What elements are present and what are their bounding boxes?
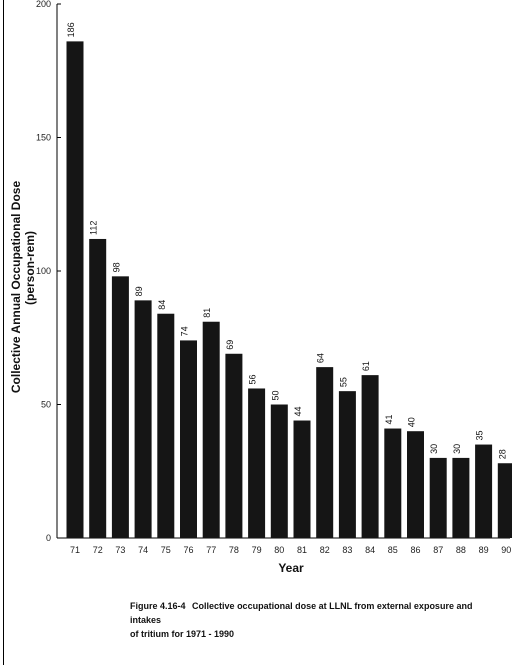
bar [338,391,356,538]
x-tick-label: 80 [274,545,284,555]
bar [497,463,512,538]
x-tick-label: 88 [456,545,466,555]
bar [384,428,402,538]
caption-text-2: of tritium for 1971 - 1990 [130,629,235,639]
caption-text-1: Collective occupational dose at LLNL fro… [130,601,473,625]
y-tick-label: 50 [41,400,51,410]
bar-value-label: 84 [157,300,167,310]
bar-value-label: 41 [384,415,394,425]
bar-chart: 186 112 98 89 84 74 81 69 56 50 44 64 55 61 41 40 30 30 35… [9,0,512,575]
bar [66,41,84,538]
y-axis-title-line1: Collective Annual Occupational Dose [9,181,23,394]
x-tick-label: 84 [365,545,375,555]
bar-value-label: 50 [270,390,280,400]
bar [429,457,447,538]
bar-value-label: 30 [452,444,462,454]
chart-bars [66,41,512,538]
bar-value-label: 40 [407,417,417,427]
bar [225,353,243,538]
caption-line-1: Figure 4.16-4 Collective occupational do… [130,599,500,627]
bar [111,276,129,538]
x-tick-label: 85 [388,545,398,555]
y-tick-label: 200 [36,0,51,9]
x-tick-label: 72 [93,545,103,555]
y-tick-label: 150 [36,133,51,143]
bar-value-label: 74 [180,326,190,336]
x-tick-label: 81 [297,545,307,555]
x-tick-label: 83 [342,545,352,555]
figure-number: Figure 4.16-4 [130,601,186,611]
bar [134,300,152,538]
x-tick-label: 78 [229,545,239,555]
bar-value-label: 112 [89,221,99,235]
bar-value-label: 81 [202,308,212,318]
chart-bar-labels: 186 112 98 89 84 74 81 69 56 50 44 64 55 61 41 40 30 30 35… [66,22,507,459]
figure-caption: Figure 4.16-4 Collective occupational do… [130,599,500,641]
bar [157,313,175,538]
x-tick-label: 87 [433,545,443,555]
bar-value-label: 69 [225,340,235,350]
bar-value-label: 28 [497,449,507,459]
bar-value-label: 64 [316,353,326,363]
bar [180,340,197,538]
bar [407,431,424,538]
bar [270,404,288,538]
bar [89,238,107,538]
x-tick-label: 77 [206,545,216,555]
y-axis-title-line2: (person-rem) [23,231,37,305]
bar [361,375,379,538]
bar-value-label: 30 [429,444,439,454]
bar-value-label: 61 [361,361,371,371]
y-tick-label: 100 [36,266,51,276]
bar [452,457,470,538]
bar [293,420,311,538]
bar-value-label: 186 [66,22,76,37]
x-tick-label: 74 [138,545,148,555]
bar [248,388,266,538]
caption-line-2: of tritium for 1971 - 1990 [130,627,500,641]
x-tick-label: 89 [479,545,489,555]
x-tick-label: 90 [501,545,511,555]
bar-value-label: 56 [248,374,258,384]
bar-value-label: 89 [134,286,144,296]
x-tick-label: 75 [161,545,171,555]
chart-y-tick-labels: 0 50 100 150 200 [36,0,51,543]
x-axis-title: Year [278,561,304,575]
x-tick-label: 76 [183,545,193,555]
x-tick-label: 82 [320,545,330,555]
y-axis-title: Collective Annual Occupational Dose (per… [9,181,37,394]
bar [316,367,334,538]
x-tick-label: 79 [252,545,262,555]
bar-value-label: 35 [475,431,485,441]
x-tick-label: 71 [70,545,80,555]
x-tick-label: 86 [410,545,420,555]
chart-x-tick-labels: 71 72 73 74 75 76 77 78 79 80 81 82 83 84 85 86 87 88 89 90 [70,545,511,555]
bar-value-label: 98 [111,262,121,272]
bar-value-label: 55 [338,377,348,387]
bar [202,321,220,538]
y-tick-label: 0 [46,533,51,543]
bar [475,444,493,538]
page-edge-line [3,0,4,665]
x-tick-label: 73 [115,545,125,555]
bar-value-label: 44 [293,407,303,417]
